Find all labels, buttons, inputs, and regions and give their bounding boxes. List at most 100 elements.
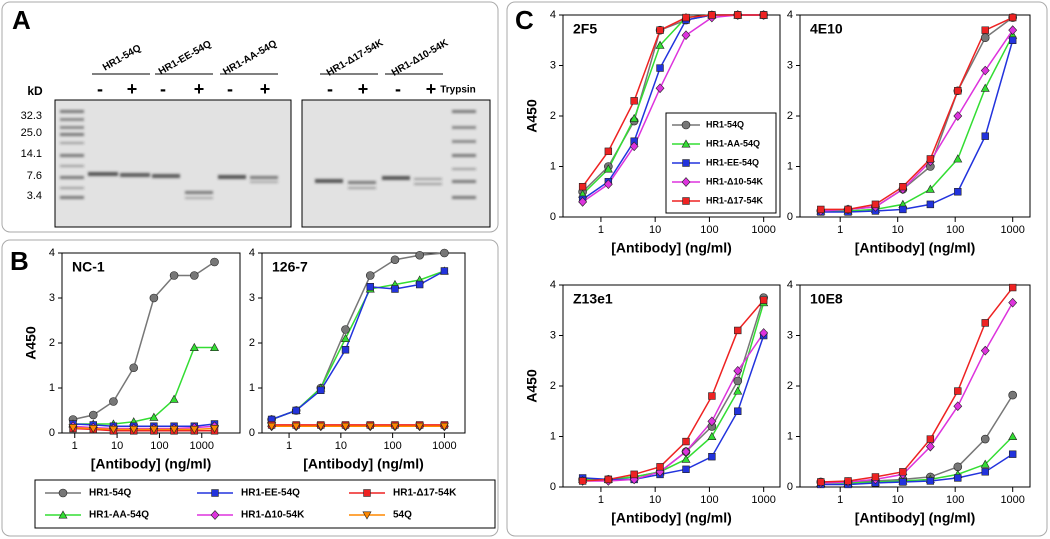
data-point <box>341 325 350 334</box>
plot-title: 2F5 <box>573 21 597 37</box>
y-tick-label: 2 <box>787 380 793 392</box>
data-point <box>980 33 990 43</box>
x-tick-label: 100 <box>700 224 718 236</box>
x-axis-label: [Antibody] (ng/ml) <box>611 240 732 256</box>
data-point <box>1008 13 1017 22</box>
data-point <box>681 446 691 457</box>
gel-marker: 25.0 <box>21 127 42 139</box>
data-point <box>733 376 743 386</box>
legend-marker <box>681 139 691 148</box>
data-point <box>1008 283 1017 292</box>
data-point <box>415 280 424 289</box>
y-tick-label: 4 <box>787 9 793 21</box>
data-point <box>149 412 159 421</box>
data-point <box>980 345 990 356</box>
y-tick-label: 3 <box>550 59 556 71</box>
y-tick-label: 4 <box>49 247 55 259</box>
legend-label: HR1-54Q <box>706 119 744 129</box>
series-line <box>820 16 1014 212</box>
plot-title: Z13e1 <box>573 291 613 307</box>
treatment: - <box>160 79 166 99</box>
x-tick-label: 100 <box>946 494 964 506</box>
treatment: + <box>358 79 369 99</box>
x-axis-label: [Antibody] (ng/ml) <box>303 456 424 472</box>
treatment: - <box>227 79 233 99</box>
x-tick-label: 10 <box>111 440 123 452</box>
data-point <box>953 154 963 163</box>
x-tick-label: 100 <box>383 440 401 452</box>
plot-title: 4E10 <box>810 21 843 37</box>
treatment: - <box>327 79 333 99</box>
data-point <box>129 425 139 435</box>
treatment: - <box>395 79 401 99</box>
panel-label: C <box>515 5 534 35</box>
gel-marker: 3.4 <box>27 190 42 202</box>
data-point <box>603 179 613 190</box>
data-point <box>681 30 691 41</box>
data-point <box>390 255 400 265</box>
data-point <box>817 478 825 486</box>
y-tick-label: 2 <box>249 337 255 349</box>
x-tick-label: 10 <box>892 224 904 236</box>
series-line <box>72 261 215 421</box>
y-tick-label: 2 <box>550 110 556 122</box>
legend-label: HR1-Δ10-54K <box>706 176 763 186</box>
data-point <box>708 453 716 461</box>
data-point <box>630 470 638 479</box>
y-tick-label: 0 <box>787 211 793 223</box>
data-point <box>1008 431 1018 440</box>
y-tick-label: 1 <box>787 160 793 172</box>
data-point <box>365 271 375 280</box>
panel-label: B <box>10 246 29 276</box>
treatment: + <box>127 79 138 99</box>
data-point <box>341 346 350 354</box>
plot-title: 126-7 <box>272 259 308 275</box>
data-point <box>630 137 638 145</box>
y-tick-label: 3 <box>550 329 556 341</box>
data-point <box>267 422 277 431</box>
data-point <box>149 425 159 435</box>
treatment: - <box>97 79 103 99</box>
y-tick-label: 0 <box>49 427 55 439</box>
series-line <box>271 270 445 421</box>
data-point <box>340 422 351 431</box>
data-point <box>209 425 220 434</box>
data-point <box>210 257 219 267</box>
data-point <box>340 333 351 342</box>
data-point <box>390 422 400 431</box>
x-tick-label: 100 <box>700 494 718 506</box>
plot-frame <box>799 14 1031 218</box>
x-tick-label: 1000 <box>190 440 214 452</box>
series-line <box>820 40 1014 213</box>
x-tick-label: 1000 <box>1000 224 1024 236</box>
lane-label: HR1-EE-54Q <box>157 39 214 78</box>
data-point <box>630 97 638 105</box>
series-line <box>582 297 765 481</box>
data-point <box>655 83 665 94</box>
plot-title: NC-1 <box>72 259 105 275</box>
data-point <box>317 386 325 394</box>
data-point <box>169 425 179 435</box>
series-line <box>582 332 765 482</box>
data-point <box>733 386 743 395</box>
data-point <box>189 425 199 435</box>
y-tick-label: 0 <box>550 211 556 223</box>
legend-marker <box>363 489 371 497</box>
y-tick-label: 3 <box>787 329 793 341</box>
data-point <box>189 342 199 351</box>
data-point <box>629 141 639 152</box>
gel-unit: kD <box>27 84 43 98</box>
data-point <box>734 407 742 415</box>
data-point <box>109 397 118 406</box>
y-axis-label: A450 <box>23 326 39 360</box>
data-point <box>129 363 139 373</box>
data-point <box>682 437 690 446</box>
y-tick-label: 4 <box>787 279 793 291</box>
series-line <box>820 453 1014 486</box>
data-point <box>953 401 963 412</box>
data-point <box>734 11 742 19</box>
data-point <box>981 26 989 34</box>
data-point <box>954 387 962 395</box>
legend-marker <box>681 177 691 187</box>
data-point <box>655 40 665 49</box>
